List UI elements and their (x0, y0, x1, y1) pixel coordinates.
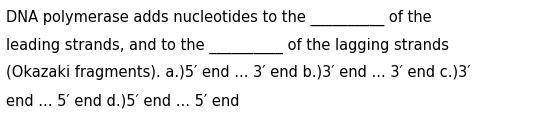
Text: leading strands, and to the __________ of the lagging strands: leading strands, and to the __________ o… (6, 38, 449, 54)
Text: (Okazaki fragments). a.)5′ end ... 3′ end b.)3′ end ... 3′ end c.)3′: (Okazaki fragments). a.)5′ end ... 3′ en… (6, 65, 470, 80)
Text: DNA polymerase adds nucleotides to the __________ of the: DNA polymerase adds nucleotides to the _… (6, 10, 432, 26)
Text: end ... 5′ end d.)5′ end ... 5′ end: end ... 5′ end d.)5′ end ... 5′ end (6, 93, 239, 108)
